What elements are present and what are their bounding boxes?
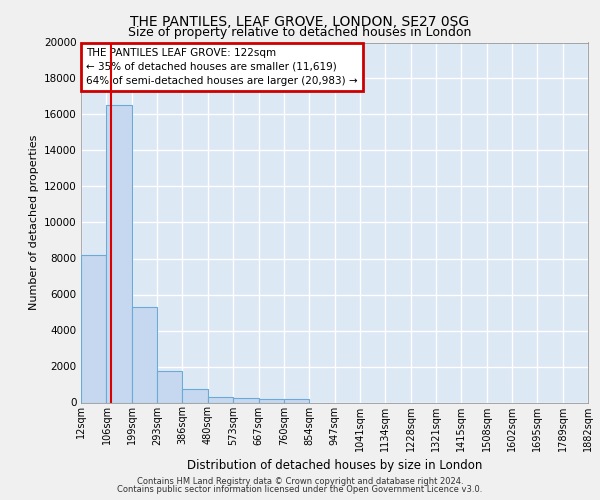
Bar	[182, 389, 208, 402]
Bar	[259, 399, 284, 402]
Bar	[208, 397, 233, 402]
Text: THE PANTILES, LEAF GROVE, LONDON, SE27 0SG: THE PANTILES, LEAF GROVE, LONDON, SE27 0…	[130, 15, 470, 29]
Text: THE PANTILES LEAF GROVE: 122sqm
← 35% of detached houses are smaller (11,619)
64: THE PANTILES LEAF GROVE: 122sqm ← 35% of…	[86, 48, 358, 86]
Bar	[157, 371, 182, 402]
Bar	[284, 400, 309, 402]
Y-axis label: Number of detached properties: Number of detached properties	[29, 135, 38, 310]
Text: Contains HM Land Registry data © Crown copyright and database right 2024.: Contains HM Land Registry data © Crown c…	[137, 477, 463, 486]
Text: Contains public sector information licensed under the Open Government Licence v3: Contains public sector information licen…	[118, 485, 482, 494]
Bar	[81, 255, 106, 402]
Text: Size of property relative to detached houses in London: Size of property relative to detached ho…	[128, 26, 472, 39]
Bar	[132, 307, 157, 402]
Bar	[233, 398, 259, 402]
X-axis label: Distribution of detached houses by size in London: Distribution of detached houses by size …	[187, 459, 482, 472]
Bar	[106, 106, 132, 403]
